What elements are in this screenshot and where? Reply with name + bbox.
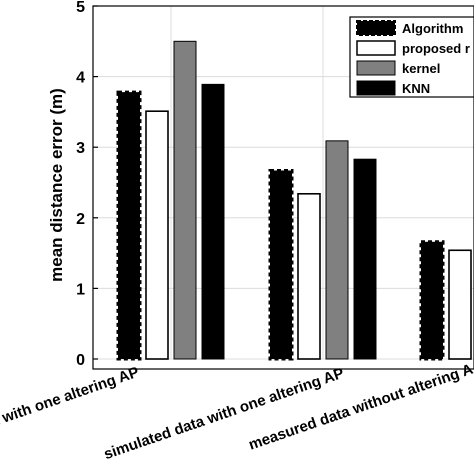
- legend-label-knn: KNN: [402, 81, 430, 96]
- bar-algorithm-1: [268, 168, 294, 361]
- y-tick-label: 1: [76, 281, 85, 298]
- legend-swatch-kernel: [356, 60, 396, 76]
- bar-proposed-1: [297, 192, 321, 360]
- legend-swatch-knn: [356, 80, 396, 96]
- bar-algorithm-0: [116, 90, 142, 361]
- bar-proposed-0: [145, 110, 169, 360]
- legend-swatch-algorithm: [356, 20, 396, 36]
- x-tick-label-2: measured data without altering A: [246, 361, 474, 454]
- bar-kernel-1: [325, 140, 349, 360]
- bars: [116, 40, 472, 361]
- plot-frame: [92, 5, 474, 370]
- y-axis-ticks: 0 1 2 3 4 5: [76, 0, 98, 369]
- legend-label-algorithm: Algorithm: [402, 21, 463, 36]
- y-axis-label: mean distance error (m): [47, 88, 66, 282]
- legend-label-proposed: proposed r: [402, 41, 470, 56]
- y-tick-label: 3: [76, 140, 85, 157]
- bar-knn-0: [201, 83, 225, 360]
- bar-algorithm-2: [419, 240, 445, 361]
- legend: Algorithm proposed r kernel KNN: [349, 16, 474, 98]
- y-tick-label: 2: [76, 211, 85, 228]
- y-tick-label: 4: [76, 70, 85, 87]
- y-tick-label: 5: [76, 0, 85, 16]
- legend-label-kernel: kernel: [402, 61, 440, 76]
- bar-kernel-0: [173, 40, 197, 360]
- y-tick-label: 0: [76, 352, 85, 369]
- bar-knn-1: [353, 158, 377, 360]
- bar-proposed-2: [448, 249, 472, 360]
- x-tick-label-0: ata with one altering AP: [0, 364, 141, 435]
- legend-swatch-proposed: [356, 40, 396, 56]
